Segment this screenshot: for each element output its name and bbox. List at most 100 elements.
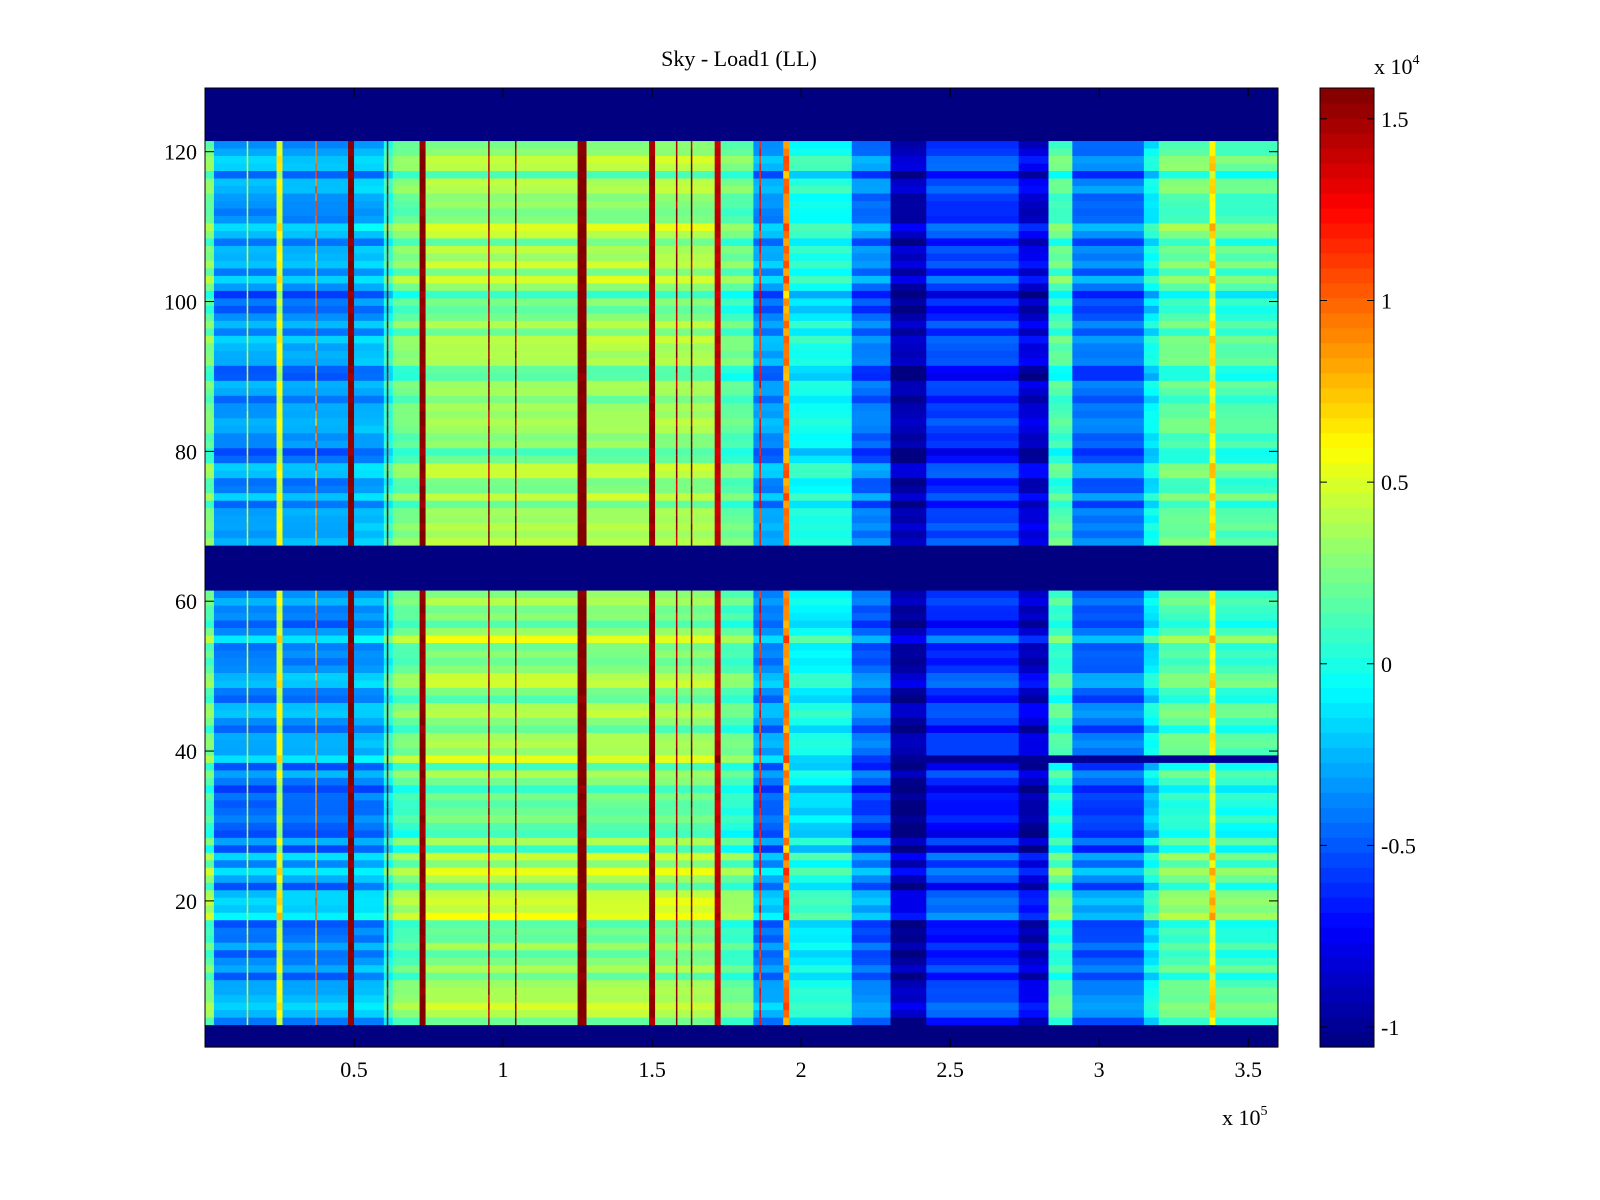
heatmap-cell [1209,919,1217,928]
heatmap-thin-line [386,470,389,479]
heatmap-cell [1072,305,1145,314]
heatmap-thin-line [675,350,678,359]
heatmap-cell [789,762,853,771]
heatmap-cell [1143,237,1160,246]
heatmap-cell [1072,777,1145,786]
heatmap-cell [383,852,394,861]
heatmap-cell [276,657,284,666]
heatmap-cell [419,147,427,157]
heatmap-cell [213,919,278,928]
heatmap-cell [1018,440,1050,449]
heatmap-cell [577,739,588,748]
heatmap-thin-line [690,972,693,981]
heatmap-cell [1143,162,1160,172]
heatmap-cell [354,230,385,239]
heatmap-cell [1215,215,1279,224]
heatmap-cell [348,155,355,164]
heatmap-cell [926,245,1020,254]
heatmap-cell [586,500,650,509]
heatmap-cell [753,709,784,718]
heatmap-cell [890,919,927,928]
heatmap-cell [851,440,892,449]
heatmap-cell [1072,942,1145,951]
heatmap-cell [354,275,385,284]
heatmap-cell [419,177,427,186]
heatmap-cell [205,972,215,981]
heatmap-cell [890,694,927,703]
heatmap-cell [789,807,853,816]
heatmap-cell [851,425,892,434]
heatmap-cell [655,320,716,329]
heatmap-cell [1018,177,1050,186]
heatmap-cell [851,432,892,441]
heatmap-cell [789,627,853,636]
heatmap-thin-line [488,724,490,733]
heatmap-cell [1209,282,1217,291]
heatmap-cell [1018,664,1050,673]
heatmap-cell [1018,702,1050,711]
heatmap-cell [789,912,853,921]
heatmap-cell [753,252,784,261]
heatmap-thin-line [246,177,249,186]
heatmap-cell [586,934,650,943]
heatmap-cell [926,477,1020,486]
heatmap-thin-line [246,320,249,329]
heatmap-cell [720,889,755,898]
heatmap-cell [789,222,853,231]
heatmap-thin-line [386,372,389,381]
heatmap-cell [425,500,579,509]
heatmap-thin-line [759,597,761,606]
heatmap-cell [1158,350,1211,359]
heatmap-cell [851,470,892,479]
heatmap-thin-line [690,994,693,1003]
heatmap-cell [655,694,716,703]
heatmap-cell [586,320,650,329]
heatmap-cell [1143,530,1160,539]
heatmap-thin-line [246,814,249,823]
heatmap-cell [1209,462,1217,471]
heatmap-cell [213,642,278,651]
heatmap-cell [649,267,656,276]
heatmap-cell [1158,432,1211,441]
heatmap-cell [213,852,278,861]
heatmap-thin-line [675,537,678,546]
heatmap-cell [851,874,892,883]
heatmap-cell [649,627,656,636]
heatmap-cell [205,934,215,943]
heatmap-thin-line [315,912,317,921]
heatmap-thin-line [690,462,693,471]
heatmap-thin-line [514,792,517,801]
heatmap-cell [649,200,656,209]
heatmap-cell [789,769,853,778]
heatmap-cell [383,934,394,943]
heatmap-cell [1048,185,1073,194]
heatmap-cell [213,432,278,441]
heatmap-cell [348,335,355,344]
heatmap-cell [1018,784,1050,793]
heatmap-cell [720,327,755,336]
heatmap-cell [789,200,853,209]
heatmap-cell [348,769,355,778]
heatmap-cell [577,799,588,808]
heatmap-cell [354,372,385,381]
heatmap-cell [851,275,892,284]
heatmap-cell [205,350,215,359]
heatmap-cell [577,814,588,823]
heatmap-cell [655,934,716,943]
heatmap-thin-line [690,207,693,216]
heatmap-cell [354,589,385,599]
heatmap-cell [392,1009,421,1018]
heatmap-cell [1018,762,1050,771]
heatmap-cell [348,200,355,209]
heatmap-cell [392,515,421,524]
heatmap-cell [1143,1002,1160,1011]
heatmap-cell [753,192,784,201]
heatmap-cell [720,784,755,793]
heatmap-thin-line [690,237,693,246]
heatmap-cell [890,215,927,224]
heatmap-cell [577,732,588,741]
heatmap-cell [783,927,790,936]
heatmap-cell [205,357,215,366]
heatmap-cell [890,425,927,434]
heatmap-thin-line [315,335,317,344]
